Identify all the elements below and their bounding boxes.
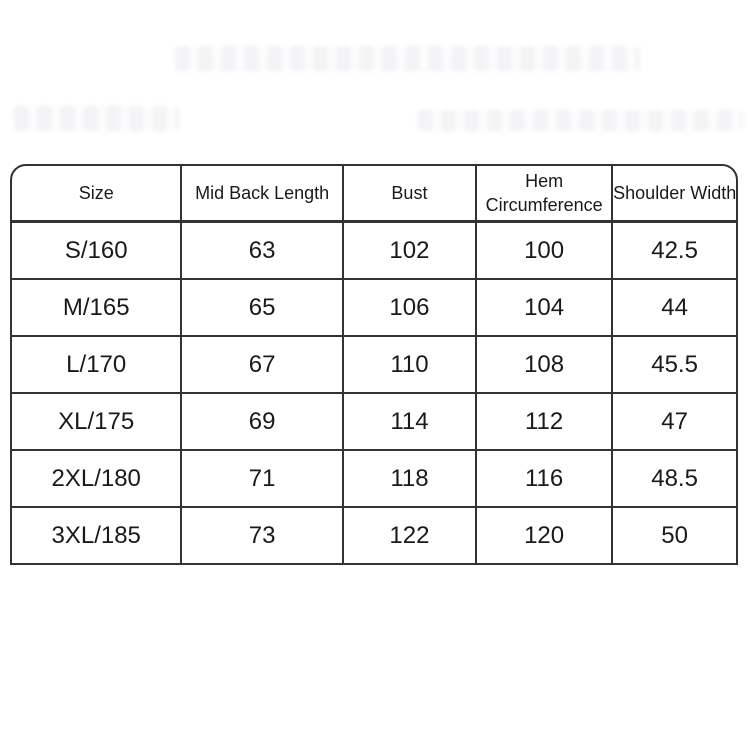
faint-watermark-top bbox=[175, 46, 640, 71]
value-cell: 48.5 bbox=[611, 449, 736, 507]
value-cell: 69 bbox=[180, 392, 343, 450]
header-shoulder-width: Shoulder Width bbox=[611, 166, 736, 223]
table-row: S/160 63 102 100 42.5 bbox=[12, 221, 736, 279]
value-cell: 102 bbox=[341, 221, 477, 279]
value-cell: 65 bbox=[180, 278, 343, 336]
size-cell: 3XL/185 bbox=[12, 506, 182, 563]
header-row: Size Mid Back Length Bust Hem Circumfere… bbox=[12, 166, 736, 223]
value-cell: 63 bbox=[180, 221, 343, 279]
header-size: Size bbox=[12, 166, 182, 223]
value-cell: 45.5 bbox=[611, 335, 736, 393]
value-cell: 108 bbox=[475, 335, 613, 393]
size-cell: L/170 bbox=[12, 335, 182, 393]
value-cell: 112 bbox=[475, 392, 613, 450]
value-cell: 47 bbox=[611, 392, 736, 450]
table-row: 2XL/180 71 118 116 48.5 bbox=[12, 449, 736, 507]
value-cell: 104 bbox=[475, 278, 613, 336]
value-cell: 42.5 bbox=[611, 221, 736, 279]
value-cell: 114 bbox=[341, 392, 477, 450]
value-cell: 71 bbox=[180, 449, 343, 507]
value-cell: 50 bbox=[611, 506, 736, 563]
size-chart-table: Size Mid Back Length Bust Hem Circumfere… bbox=[10, 164, 738, 565]
value-cell: 120 bbox=[475, 506, 613, 563]
faint-watermark-right bbox=[418, 110, 743, 131]
value-cell: 110 bbox=[341, 335, 477, 393]
table-row: 3XL/185 73 122 120 50 bbox=[12, 506, 736, 563]
header-hem-circumference: Hem Circumference bbox=[475, 166, 613, 223]
size-cell: 2XL/180 bbox=[12, 449, 182, 507]
value-cell: 73 bbox=[180, 506, 343, 563]
value-cell: 118 bbox=[341, 449, 477, 507]
header-bust: Bust bbox=[341, 166, 477, 223]
value-cell: 116 bbox=[475, 449, 613, 507]
value-cell: 67 bbox=[180, 335, 343, 393]
size-cell: S/160 bbox=[64, 236, 128, 264]
faint-watermark-left bbox=[14, 106, 179, 131]
table-row: M/165 65 106 104 44 bbox=[12, 278, 736, 336]
value-cell: 100 bbox=[475, 221, 613, 279]
value-cell: 122 bbox=[341, 506, 477, 563]
size-cell: M/165 bbox=[12, 278, 182, 336]
table-row: XL/175 69 114 112 47 bbox=[12, 392, 736, 450]
table-row: L/170 67 110 108 45.5 bbox=[12, 335, 736, 393]
header-mid-back-length: Mid Back Length bbox=[180, 166, 343, 223]
size-cell: XL/175 bbox=[12, 392, 182, 450]
value-cell: 106 bbox=[341, 278, 477, 336]
value-cell: 44 bbox=[611, 278, 736, 336]
